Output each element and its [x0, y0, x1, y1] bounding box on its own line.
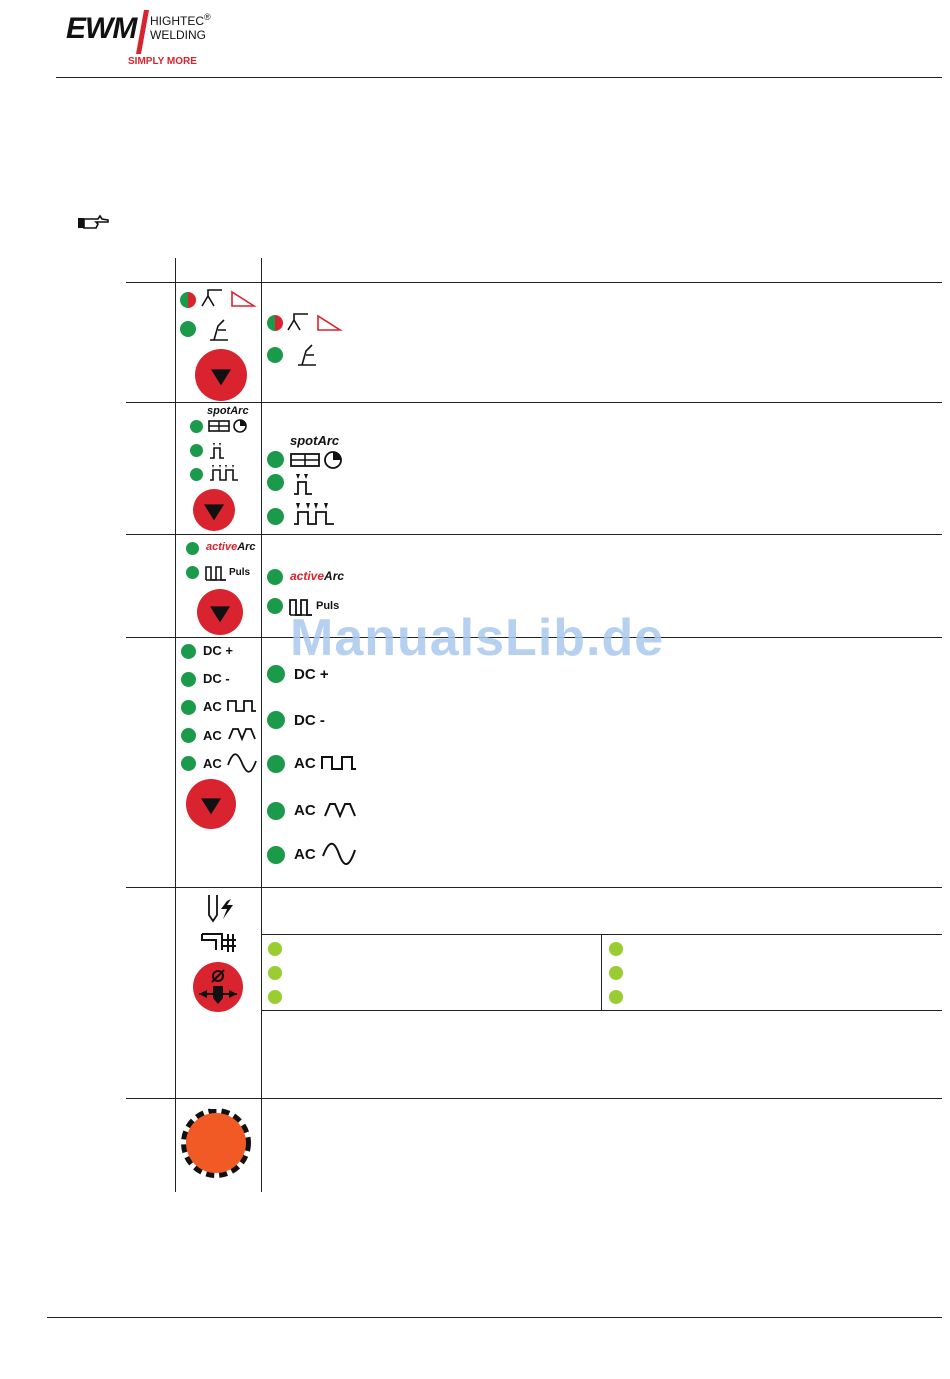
logo-registered: ® [204, 12, 211, 22]
two-stroke-icon [294, 474, 312, 495]
two-stroke-icon [210, 443, 224, 459]
four-stroke-icon [210, 465, 238, 481]
header-rule [56, 77, 942, 78]
desc-ac-trapezoid-led [267, 802, 285, 820]
spotarc-label: spotArc [207, 405, 249, 417]
ac-trapezoid-label: AC [203, 728, 222, 743]
desc-activarc-active-text: active [290, 569, 325, 583]
mode-led-tig [180, 292, 196, 308]
table-row-line [126, 282, 942, 283]
table-row-line [126, 637, 942, 638]
subtable-divider [601, 934, 602, 1011]
subtable-led-right-3 [609, 990, 623, 1004]
torch-ramp-icon [201, 289, 257, 307]
logo-main: EWM [66, 12, 137, 45]
puls-label: Puls [229, 567, 251, 578]
pulse-icon [289, 599, 312, 616]
activarc-led [186, 542, 199, 555]
dc-plus-led [181, 644, 196, 659]
desc-dc-plus-label: DC + [294, 666, 329, 683]
activarc-arc-text: Arc [237, 541, 256, 553]
desc-dc-minus-led [267, 711, 285, 729]
desc-dc-minus-label: DC - [294, 712, 325, 729]
operating-mode-button[interactable] [193, 489, 235, 531]
footer-rule [47, 1317, 942, 1318]
table-col-line-1 [175, 258, 176, 1192]
desc-puls-label: Puls [316, 600, 340, 612]
trapezoid-wave-icon [228, 728, 256, 741]
desc-activarc-led [267, 569, 283, 585]
desc-activarc-arc-text: Arc [324, 569, 345, 583]
hand-pointer-icon [78, 214, 109, 229]
ac-square-led [181, 700, 196, 715]
pulse-icon [205, 566, 226, 581]
subtable-led-right-2 [609, 966, 623, 980]
diameter-button[interactable] [193, 962, 243, 1012]
desc-ac-square-led [267, 755, 285, 773]
four-stroke-icon [294, 503, 334, 525]
subtable-led-left-2 [268, 966, 282, 980]
desc-four-stroke-led [267, 508, 284, 525]
spotarc-led [190, 420, 203, 433]
desc-activarc-label: activeArc [290, 569, 344, 583]
ac-sine-label: AC [203, 756, 222, 771]
logo-line2: WELDING [150, 28, 207, 42]
rotary-knob-cap[interactable] [186, 1113, 246, 1173]
logo-tagline: SIMPLY MORE [128, 56, 197, 67]
ac-square-label: AC [203, 699, 222, 714]
logo-line1: HIGHTEC [150, 14, 204, 28]
square-wave-icon [227, 700, 256, 712]
desc-ac-sine-led [267, 846, 285, 864]
subtable-led-left-1 [268, 942, 282, 956]
dc-minus-led [181, 672, 196, 687]
desc-led-electrode [267, 347, 283, 363]
sine-wave-icon [227, 753, 257, 773]
dc-plus-label: DC + [203, 643, 233, 658]
desc-ac-sine-label: AC [294, 846, 316, 863]
table-row-line [126, 1098, 942, 1099]
pulse-select-button[interactable] [197, 589, 243, 635]
desc-puls-led [267, 598, 283, 614]
four-stroke-led [190, 468, 203, 481]
watermark: ManualsLib.de [290, 609, 665, 667]
diameter-icon [199, 969, 237, 1004]
activarc-active-text: active [206, 541, 238, 553]
table-row-line [126, 534, 942, 535]
puls-led [186, 566, 199, 579]
polarity-select-button[interactable] [186, 779, 236, 829]
table-row-line [126, 887, 942, 888]
activarc-label: activeArc [206, 541, 256, 553]
desc-ac-trapezoid-label: AC [294, 802, 316, 819]
ac-trapezoid-led [181, 728, 196, 743]
table-col-line-2 [261, 258, 262, 1192]
ac-sine-led [181, 756, 196, 771]
tungsten-electrode-icon [208, 895, 233, 923]
square-wave-icon [321, 756, 356, 770]
spot-timer-icon [290, 451, 342, 469]
desc-led-tig [267, 315, 283, 331]
mode-led-electrode [180, 321, 196, 337]
logo-slash-icon [136, 10, 149, 54]
clamp-icon [201, 933, 236, 952]
spotarc-desc-label: spotArc [290, 433, 340, 448]
spot-timer-icon [208, 419, 247, 433]
mode-select-button[interactable] [195, 349, 247, 401]
logo: EWM HIGHTEC ® WELDING SIMPLY MORE [66, 10, 226, 72]
rotary-knob-scale-icon [181, 1103, 251, 1185]
desc-dc-plus-led [267, 665, 285, 683]
rotary-knob[interactable] [180, 1103, 256, 1185]
subtable-led-left-3 [268, 990, 282, 1004]
sine-wave-icon [322, 842, 356, 865]
desc-ac-square-label: AC [294, 755, 316, 772]
subtable-led-right-1 [609, 942, 623, 956]
electrode-holder-icon [298, 344, 316, 366]
two-stroke-led [190, 444, 203, 457]
electrode-holder-icon [210, 319, 228, 341]
desc-two-stroke-led [267, 474, 284, 491]
dc-minus-label: DC - [203, 671, 230, 686]
torch-ramp-icon [287, 313, 343, 331]
desc-spotarc-led [267, 451, 284, 468]
table-row-line [126, 402, 942, 403]
trapezoid-wave-icon [324, 803, 356, 818]
